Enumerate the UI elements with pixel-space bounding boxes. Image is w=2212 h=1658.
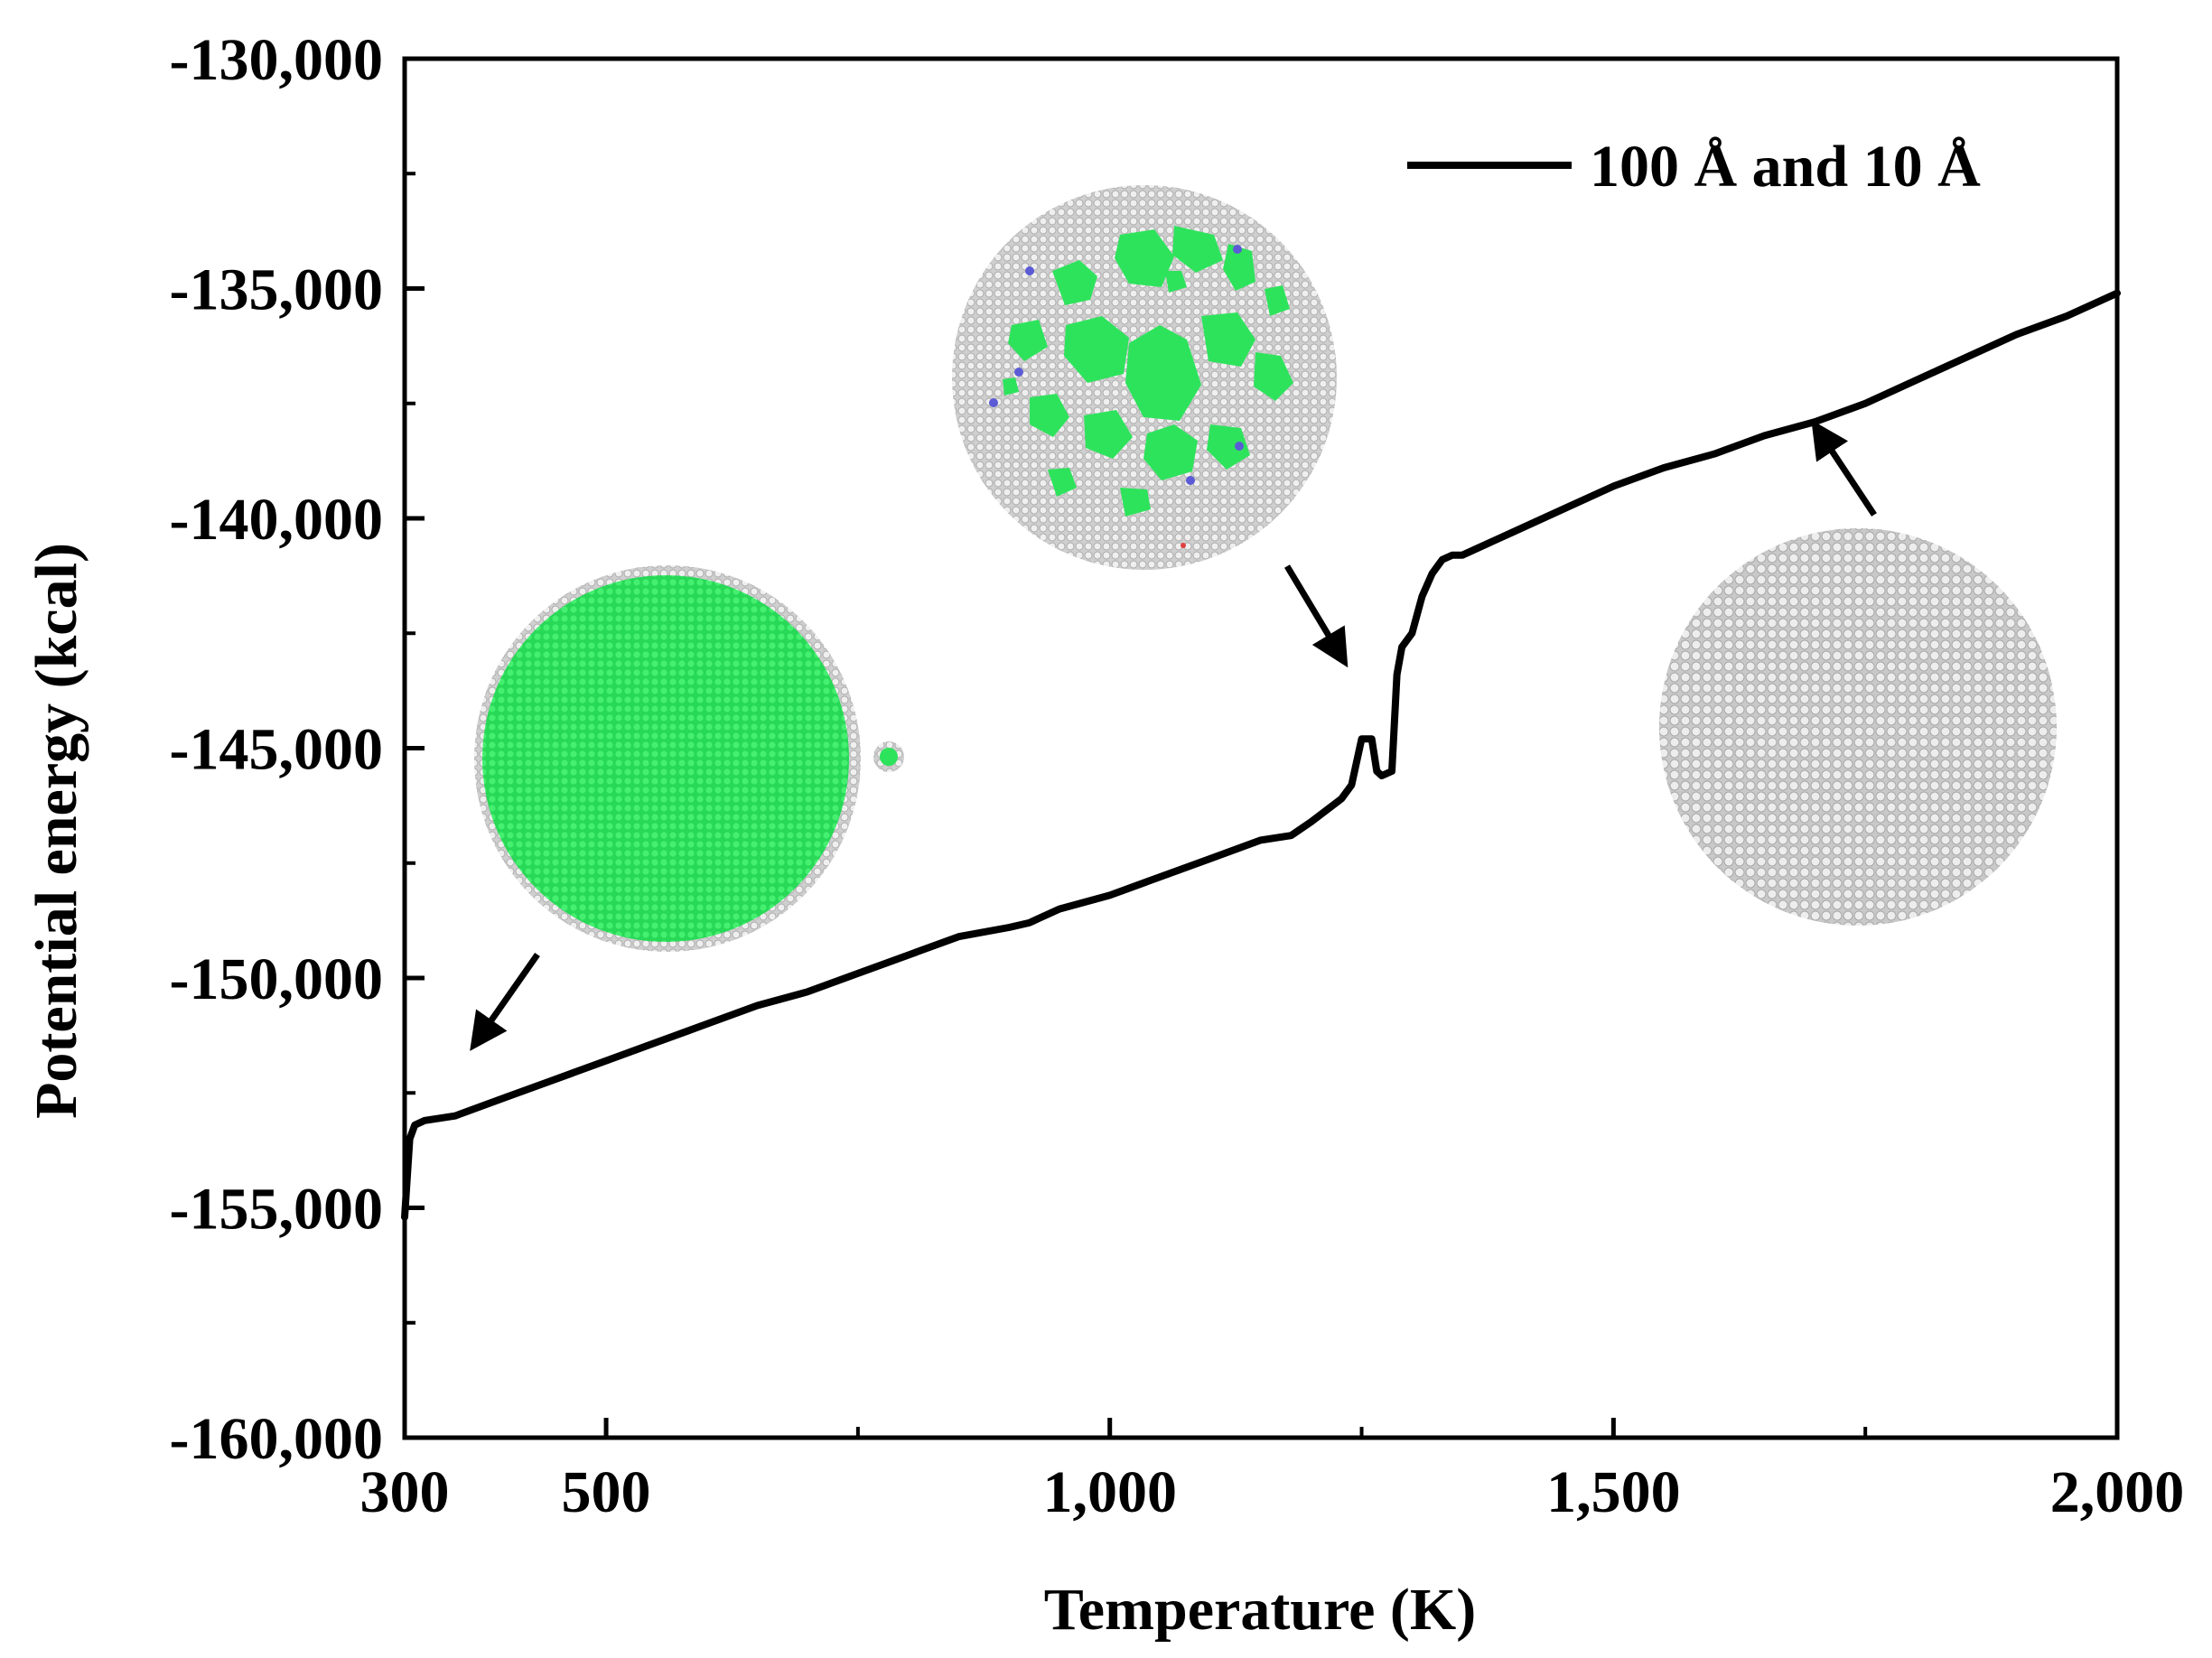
y-tick-label: -160,000 [170,1406,383,1472]
y-tick-label: -150,000 [170,946,383,1012]
x-tick-label: 300 [360,1459,450,1525]
arrow-transition [1283,564,1349,668]
y-tick-label: -140,000 [170,487,383,553]
series-line-100a-10a [401,289,2121,1221]
x-tick-label: 500 [562,1459,651,1525]
legend-label: 100 Å and 10 Å [1590,134,1981,200]
inset-high-temperature-liquid [1659,528,2057,926]
inset-transition-structure [952,185,1337,570]
arrow-low-temperature [470,952,540,1051]
inset-low-temperature-crystal [474,565,904,952]
y-tick-label: -135,000 [170,257,383,323]
y-tick-label: -155,000 [170,1177,383,1243]
annotation-arrows [470,419,1877,1051]
x-tick-label: 1,000 [1042,1459,1177,1525]
y-tick-label: -145,000 [170,717,383,783]
y-axis-ticks: -160,000 -155,000 -150,000 -145,000 -140,000… [170,27,425,1472]
legend: 100 Å and 10 Å [1407,134,1981,200]
y-axis-title: Potential energy (kcal) [23,543,89,1119]
x-axis-ticks: 300 500 1,000 1,500 2,000 [360,1418,2185,1525]
x-axis-title: Temperature (K) [1044,1577,1476,1643]
x-tick-label: 1,500 [1546,1459,1681,1525]
y-tick-label: -130,000 [170,27,383,93]
arrow-high-temperature [1811,419,1877,517]
x-tick-label: 2,000 [2050,1459,2185,1525]
